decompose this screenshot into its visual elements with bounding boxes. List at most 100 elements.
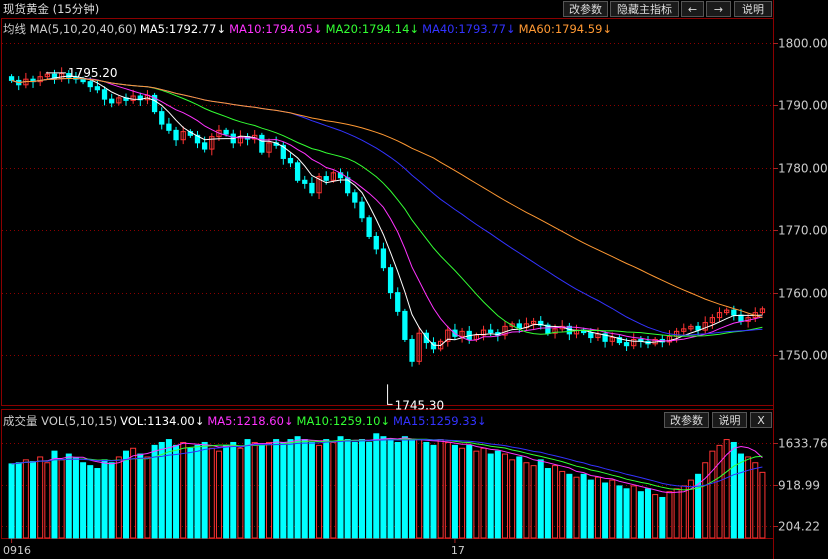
candle-up [709, 317, 716, 324]
candle-up [130, 95, 136, 101]
volume-bar-down [80, 462, 87, 539]
volume-bar-down [394, 441, 401, 539]
volume-bar-up [523, 462, 530, 539]
volume-bar-down [616, 485, 623, 539]
candle-down [352, 192, 358, 203]
top-button-0[interactable]: 改参数 [563, 1, 608, 17]
volume-bar-down [223, 444, 230, 539]
top-button-1[interactable]: 隐藏主指标 [610, 1, 679, 17]
candle-up [716, 312, 723, 319]
volume-bar-down [294, 436, 301, 539]
volume-bar-down [566, 473, 573, 539]
volume-bar-down [301, 439, 308, 539]
volume-bar-down [51, 450, 58, 539]
candle-down [159, 111, 165, 125]
volume-bar-down [623, 488, 630, 539]
x-tick-label: 17 [451, 544, 465, 557]
volume-bar-up [630, 485, 637, 539]
candle-down [51, 73, 58, 80]
vol-legend-item-4: MA15:1259.33↓ [393, 414, 487, 428]
low-annotation-label: 1745.30 [395, 398, 445, 412]
volume-bar-up [37, 456, 44, 539]
top-button-3[interactable]: → [706, 1, 731, 17]
candle-down [516, 323, 522, 329]
price-legend-item-3: MA20:1794.14↓ [325, 22, 420, 36]
candle-up [681, 328, 687, 332]
price-legend-item-0: 均线 MA(5,10,20,40,60) [3, 22, 137, 36]
candle-down [588, 332, 594, 339]
volume-bar-down [366, 441, 373, 539]
volume-bar-up [530, 465, 537, 539]
candle-down [602, 333, 608, 342]
volume-bar-up [666, 491, 673, 539]
candle-up [316, 176, 322, 194]
volume-bar-up [266, 441, 273, 539]
candle-down [223, 129, 229, 135]
candle-down [280, 144, 286, 159]
volume-bar-down [344, 439, 351, 539]
candle-up [609, 337, 615, 342]
candle-down [166, 123, 172, 131]
vol-button-1[interactable]: 说明 [712, 412, 747, 428]
candle-up [688, 325, 694, 330]
volume-bar-down [637, 491, 644, 539]
top-button-2[interactable]: ← [681, 1, 704, 17]
volume-bar-up [652, 494, 659, 539]
candle-down [545, 324, 551, 334]
volume-bar-up [444, 441, 451, 539]
volume-bar-down [587, 479, 594, 539]
volume-bar-down [8, 463, 15, 539]
candle-down [202, 142, 208, 150]
volume-bar-up [552, 465, 559, 539]
candle-down [538, 320, 544, 326]
volume-bar-up [215, 450, 222, 539]
top-button-4[interactable]: 说明 [734, 1, 772, 17]
vol-button-0[interactable]: 改参数 [664, 412, 709, 428]
candle-down [151, 94, 158, 113]
volume-bar-down [201, 441, 208, 539]
volume-bar-down [466, 444, 473, 539]
candle-down [109, 98, 115, 104]
candle-up [37, 76, 43, 83]
volume-bar-down [695, 473, 702, 539]
volume-bar-down [158, 441, 165, 539]
candle-down [173, 129, 179, 141]
x-tick-label: 0916 [3, 544, 31, 557]
candle-down [323, 176, 329, 181]
volume-tick-label: 1633.76 [778, 437, 828, 451]
volume-bar-down [308, 441, 315, 539]
candle-down [373, 235, 379, 250]
candle-down [616, 337, 623, 344]
price-legend-item-2: MA10:1794.05↓ [229, 22, 323, 36]
volume-bar-down [101, 459, 108, 539]
candle-up [445, 329, 451, 342]
volume-bar-down [730, 441, 737, 539]
vol-legend-item-2: MA5:1218.60↓ [207, 414, 294, 428]
volume-bar-up [144, 456, 151, 539]
vol-button-2[interactable]: X [750, 412, 772, 428]
volume-bar-up [680, 485, 687, 539]
volume-bar-down [72, 457, 79, 539]
volume-bar-down [280, 441, 287, 539]
volume-bar-down [230, 441, 237, 539]
volume-bar-down [337, 436, 344, 539]
volume-bar-up [437, 439, 444, 539]
volume-bar-down [580, 473, 587, 539]
volume-bar-down [423, 441, 430, 539]
price-tick-label: 1780.00 [778, 162, 828, 176]
candle-up [44, 73, 50, 78]
volume-bar-down [173, 444, 180, 539]
volume-bar-down [544, 468, 551, 539]
price-ma5-line [11, 75, 763, 347]
volume-bar-down [602, 482, 609, 539]
volume-bar-up [58, 459, 65, 539]
volume-bar-down [165, 439, 172, 539]
volume-bar-up [745, 456, 752, 539]
volume-bar-down [15, 462, 22, 539]
candle-down [366, 217, 372, 237]
volume-bar-up [723, 439, 730, 539]
candle-down [287, 157, 294, 164]
volume-bar-up [573, 476, 580, 539]
candle-up [759, 308, 766, 314]
